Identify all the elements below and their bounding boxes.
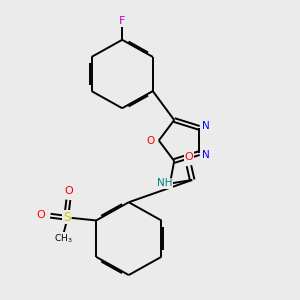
Text: NH: NH (157, 178, 172, 188)
Text: N: N (202, 150, 210, 160)
Text: O: O (36, 210, 45, 220)
Text: CH$_3$: CH$_3$ (54, 232, 73, 245)
Text: S: S (63, 211, 70, 224)
Text: N: N (202, 121, 210, 131)
Text: O: O (64, 186, 73, 196)
Text: O: O (184, 152, 193, 162)
Text: F: F (119, 16, 125, 26)
Text: O: O (146, 136, 155, 146)
